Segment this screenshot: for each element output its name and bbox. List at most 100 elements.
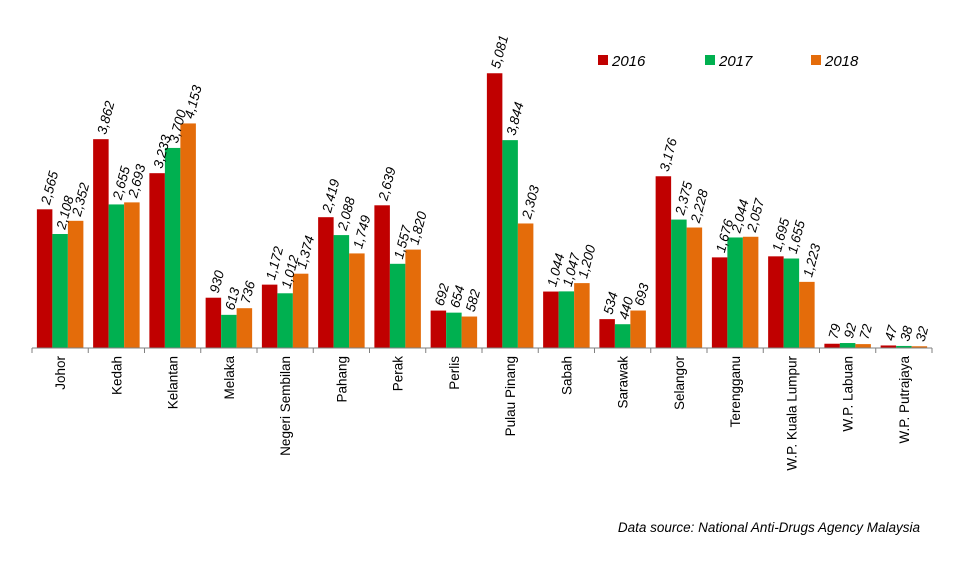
bars-layer: [36, 73, 928, 349]
data-label: 2,303: [519, 183, 543, 221]
data-label: 32: [913, 324, 932, 343]
bar-2018-pulau-pinang: [517, 223, 534, 348]
bar-2016-sarawak: [599, 319, 615, 348]
bar-2018-perlis: [461, 316, 478, 348]
bar-2016-sabah: [543, 291, 559, 348]
bar-2016-kedah: [93, 139, 109, 348]
bar-2016-melaka: [205, 297, 222, 348]
data-label: 534: [601, 290, 621, 316]
data-label: 2,565: [38, 169, 62, 207]
legend-label-2016: 2016: [611, 53, 646, 70]
data-label: 4,153: [182, 83, 205, 120]
data-label: 2,352: [69, 181, 93, 219]
data-label: 72: [857, 322, 876, 341]
data-label: 3,844: [504, 100, 527, 137]
x-tick-label: Selangor: [672, 356, 687, 411]
legend: 2016 2017 2018: [598, 53, 859, 70]
x-tick-label: Negeri Sembilan: [278, 356, 293, 456]
data-label: 5,081: [488, 33, 511, 70]
data-label: 3,862: [94, 99, 117, 136]
x-tick-label: Sabah: [559, 356, 574, 395]
bar-2017-perlis: [446, 312, 462, 348]
bar-2016-negeri-sembilan: [261, 284, 278, 348]
data-label: 692: [432, 281, 452, 307]
data-label: 582: [463, 287, 483, 313]
bar-2017-sabah: [558, 291, 575, 348]
data-label: 1,749: [350, 213, 373, 250]
bar-2018-pahang: [349, 253, 365, 348]
bar-2016-selangor: [655, 176, 672, 348]
x-tick-label: Pulau Pinang: [503, 356, 518, 436]
data-label: 1,820: [407, 209, 430, 246]
bar-2017-w-p-labuan: [839, 343, 856, 348]
bar-2017-johor: [52, 234, 68, 348]
bar-2016-w-p-labuan: [824, 343, 840, 348]
bar-2017-kedah: [108, 204, 125, 348]
bar-2016-pulau-pinang: [486, 73, 503, 348]
bar-2016-pahang: [318, 217, 334, 348]
bar-2017-pulau-pinang: [502, 140, 518, 348]
bar-2018-w-p-labuan: [855, 344, 871, 348]
data-label: 92: [841, 321, 860, 340]
legend-swatch-2016: [598, 55, 608, 65]
bar-2018-sabah: [574, 283, 590, 348]
data-label: 440: [616, 295, 636, 321]
x-tick-label: Melaka: [222, 356, 237, 400]
x-tick-label: Kedah: [109, 356, 124, 395]
data-label: 736: [238, 279, 258, 305]
data-label: 2,639: [375, 165, 399, 203]
bar-2017-pahang: [333, 235, 350, 348]
x-tick-label: Sarawak: [616, 356, 631, 409]
bar-2018-kedah: [124, 202, 140, 348]
bar-2016-w-p-putrajaya: [880, 345, 897, 348]
data-label: 1,374: [294, 234, 317, 271]
bar-2016-w-p-kuala-lumpur: [768, 256, 784, 348]
bar-2016-perlis: [430, 310, 447, 348]
legend-swatch-2018: [811, 55, 821, 65]
bar-2017-selangor: [671, 219, 687, 348]
legend-swatch-2017: [705, 55, 715, 65]
bar-2017-w-p-kuala-lumpur: [783, 258, 800, 348]
x-tick-label: Pahang: [334, 356, 349, 403]
bar-2017-terengganu: [727, 237, 743, 348]
bar-2018-selangor: [686, 227, 703, 348]
data-label: 1,223: [800, 242, 823, 279]
bar-2016-kelantan: [149, 173, 165, 348]
data-label: 3,176: [657, 136, 680, 173]
bar-2018-kelantan: [180, 123, 196, 349]
data-label: 1,200: [575, 243, 598, 280]
data-label: 693: [632, 281, 652, 307]
bar-2018-perak: [405, 249, 421, 348]
data-label: 654: [447, 284, 467, 310]
bar-2016-perak: [374, 205, 390, 348]
x-tick-label: W.P. Labuan: [841, 356, 856, 432]
x-tick-label: W.P. Kuala Lumpur: [784, 356, 799, 471]
bar-2017-negeri-sembilan: [277, 293, 293, 348]
legend-label-2017: 2017: [718, 53, 753, 70]
bar-2018-w-p-putrajaya: [911, 346, 928, 348]
bar-2018-melaka: [236, 308, 253, 348]
data-label: 79: [826, 322, 845, 341]
bar-2018-w-p-kuala-lumpur: [799, 281, 815, 348]
x-axis-tick-labels: Johor Kedah Kelantan Melaka Negeri Sembilan P…: [53, 356, 912, 471]
data-label: 38: [897, 324, 916, 343]
bar-2017-kelantan: [164, 147, 181, 348]
bar-2018-johor: [67, 220, 84, 348]
x-tick-label: Terengganu: [728, 356, 743, 427]
x-tick-label: Johor: [53, 356, 68, 390]
x-tick-label: Perlis: [447, 356, 462, 390]
data-label: 930: [207, 268, 227, 294]
x-axis-ticks: [31, 348, 933, 353]
bar-2016-johor: [36, 209, 53, 348]
x-tick-label: W.P. Putrajaya: [897, 356, 912, 444]
source-note: Data source: National Anti-Drugs Agency …: [618, 520, 921, 535]
x-tick-label: Kelantan: [166, 356, 181, 409]
bar-2018-sarawak: [630, 310, 646, 348]
bar-2018-negeri-sembilan: [292, 273, 309, 348]
bar-2017-perak: [389, 263, 406, 348]
bar-2018-terengganu: [742, 236, 759, 348]
data-label: 613: [222, 286, 242, 312]
bar-2017-melaka: [221, 314, 237, 348]
bar-2016-terengganu: [711, 257, 728, 348]
